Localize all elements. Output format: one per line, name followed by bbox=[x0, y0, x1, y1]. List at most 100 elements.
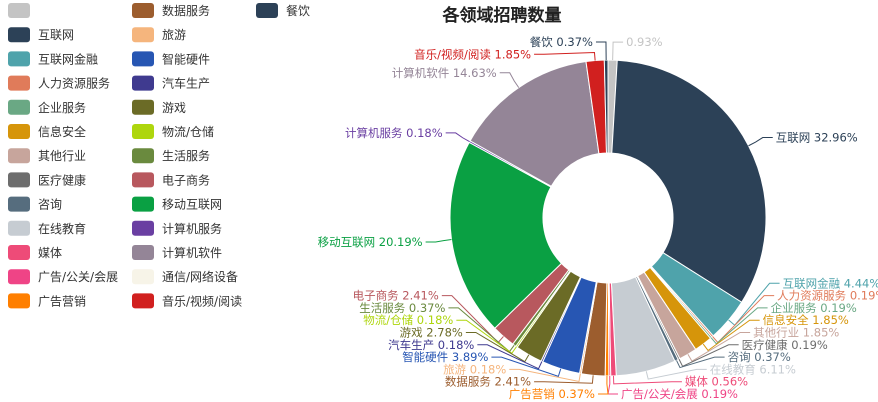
slice-label: 咨询 0.37% bbox=[728, 350, 791, 364]
legend-item[interactable]: 广告/公关/会展 bbox=[8, 269, 118, 285]
label-leader-line bbox=[678, 344, 739, 367]
legend-item[interactable]: 人力资源服务 bbox=[8, 75, 110, 91]
slice-label: 人力资源服务 0.19% bbox=[777, 289, 878, 303]
legend-swatch bbox=[132, 27, 154, 43]
legend-swatch bbox=[8, 172, 30, 188]
pie-slice[interactable] bbox=[611, 59, 767, 303]
legend-item[interactable]: 智能硬件 bbox=[132, 51, 210, 67]
legend-label: 广告营销 bbox=[38, 294, 86, 308]
slice-label: 生活服务 0.37% bbox=[359, 301, 445, 315]
legend-label: 智能硬件 bbox=[162, 51, 210, 66]
legend-label: 咨询 bbox=[38, 197, 62, 212]
legend-item[interactable]: 信息安全 bbox=[8, 124, 86, 139]
label-leader-line bbox=[607, 375, 618, 395]
legend-item[interactable]: 电子商务 bbox=[132, 172, 210, 188]
legend-label: 计算机软件 bbox=[162, 245, 222, 260]
pie-slice[interactable] bbox=[449, 141, 563, 329]
legend-swatch bbox=[8, 220, 30, 236]
label-leader-line bbox=[509, 368, 581, 383]
legend-item[interactable]: 在线教育 bbox=[8, 220, 86, 236]
legend-item[interactable]: 媒体 bbox=[8, 245, 62, 260]
legend-label: 通信/网络设备 bbox=[162, 269, 238, 284]
pie-slice[interactable] bbox=[469, 60, 600, 187]
chart-title: 各领域招聘数量 bbox=[442, 5, 562, 26]
label-leader-line bbox=[534, 375, 594, 384]
legend-label: 信息安全 bbox=[38, 124, 86, 139]
label-leader-line bbox=[534, 52, 596, 61]
slice-label: 电子商务 2.41% bbox=[353, 289, 439, 303]
slice-label: 互联网金融 4.44% bbox=[783, 276, 878, 290]
slice-label: 企业服务 0.19% bbox=[771, 301, 857, 315]
label-leader-line bbox=[712, 295, 775, 344]
slice-label: 移动互联网 20.19% bbox=[318, 235, 423, 249]
legend-swatch bbox=[8, 245, 30, 260]
legend-swatch bbox=[8, 124, 30, 139]
legend-swatch bbox=[132, 269, 154, 285]
legend-swatch bbox=[132, 245, 154, 260]
legend-swatch bbox=[132, 75, 154, 91]
legend-item[interactable]: 计算机服务 bbox=[132, 220, 222, 236]
legend-swatch bbox=[8, 99, 30, 115]
legend-label: 旅游 bbox=[162, 28, 186, 42]
legend-item[interactable] bbox=[8, 3, 30, 18]
legend-label: 餐饮 bbox=[286, 3, 310, 18]
legend-item[interactable]: 计算机软件 bbox=[132, 245, 222, 260]
slice-label: 信息安全 1.85% bbox=[763, 313, 849, 327]
legend-label: 移动互联网 bbox=[162, 198, 222, 212]
legend-label: 互联网金融 bbox=[38, 51, 98, 66]
slice-label: 智能硬件 3.89% bbox=[402, 350, 488, 364]
legend-item[interactable]: 音乐/视频/阅读 bbox=[132, 293, 242, 309]
legend-label: 物流/仓储 bbox=[162, 124, 214, 139]
legend-item[interactable]: 企业服务 bbox=[8, 99, 86, 115]
legend-item[interactable]: 物流/仓储 bbox=[132, 124, 214, 139]
legend-swatch bbox=[132, 148, 154, 164]
legend-label: 企业服务 bbox=[38, 100, 86, 115]
slice-label: 游戏 2.78% bbox=[400, 326, 463, 340]
legend-label: 生活服务 bbox=[162, 148, 210, 163]
slice-label: 互联网 32.96% bbox=[776, 131, 858, 145]
legend-item[interactable]: 旅游 bbox=[132, 27, 186, 43]
label-leader-line bbox=[595, 41, 607, 61]
slice-label: 医疗健康 0.19% bbox=[742, 338, 828, 352]
legend-item[interactable]: 游戏 bbox=[132, 99, 186, 115]
label-leader-line bbox=[465, 332, 530, 363]
legend-swatch bbox=[132, 3, 154, 18]
slice-label: 旅游 0.18% bbox=[443, 362, 506, 376]
slices bbox=[449, 59, 767, 377]
legend-item[interactable]: 广告营销 bbox=[8, 293, 86, 309]
label-leader-line bbox=[612, 375, 682, 385]
legend-swatch bbox=[132, 124, 154, 139]
legend-item[interactable]: 移动互联网 bbox=[132, 196, 222, 212]
legend-swatch bbox=[132, 196, 154, 212]
legend-label: 互联网 bbox=[38, 28, 74, 42]
label-leader-line bbox=[448, 307, 515, 353]
label-leader-line bbox=[645, 368, 707, 380]
legend-swatch bbox=[8, 196, 30, 212]
label-leader-line bbox=[491, 356, 562, 378]
legend-item[interactable]: 医疗健康 bbox=[8, 172, 86, 188]
legend-item[interactable]: 生活服务 bbox=[132, 148, 210, 164]
legend-item[interactable]: 通信/网络设备 bbox=[132, 269, 238, 285]
label-leader-line bbox=[425, 239, 452, 243]
legend-label: 数据服务 bbox=[162, 3, 210, 18]
legend-item[interactable]: 汽车生产 bbox=[132, 75, 210, 91]
legend-swatch bbox=[8, 27, 30, 43]
label-leader-line bbox=[702, 319, 760, 352]
slice-label: 其他行业 1.85% bbox=[753, 326, 839, 340]
legend-label: 广告/公关/会展 bbox=[38, 270, 118, 284]
label-leader-line bbox=[728, 282, 780, 326]
legend-item[interactable]: 其他行业 bbox=[8, 148, 86, 164]
slice-label: 计算机服务 0.18% bbox=[345, 126, 443, 140]
legend-item[interactable]: 互联网金融 bbox=[8, 51, 98, 67]
slice-label: 物流/仓储 0.18% bbox=[363, 313, 453, 327]
legend-item[interactable]: 数据服务 bbox=[132, 3, 210, 18]
legend-swatch bbox=[132, 51, 154, 67]
legend-item[interactable]: 互联网 bbox=[8, 27, 74, 43]
slice-label: 0.93% bbox=[626, 35, 663, 49]
legend-swatch bbox=[8, 148, 30, 164]
legend-item[interactable]: 咨询 bbox=[8, 196, 62, 212]
pie-slice[interactable] bbox=[603, 59, 609, 154]
legend-item[interactable]: 餐饮 bbox=[256, 3, 310, 18]
legend-label: 汽车生产 bbox=[162, 76, 210, 91]
